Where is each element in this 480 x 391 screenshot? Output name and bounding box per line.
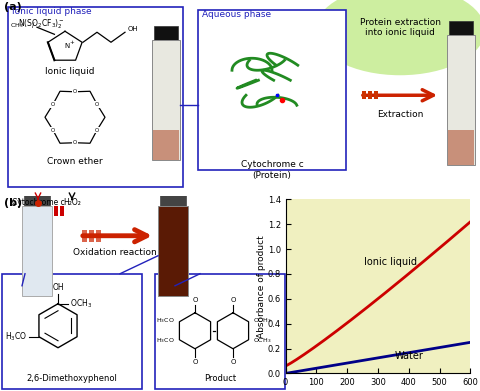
FancyBboxPatch shape bbox=[82, 230, 87, 242]
Text: Extraction: Extraction bbox=[377, 110, 423, 119]
Text: Ionic liquid: Ionic liquid bbox=[45, 67, 95, 76]
Text: O: O bbox=[230, 359, 236, 365]
Text: O: O bbox=[51, 102, 55, 107]
FancyBboxPatch shape bbox=[447, 35, 475, 165]
Text: Ionic liquid: Ionic liquid bbox=[364, 256, 417, 267]
FancyBboxPatch shape bbox=[155, 274, 285, 389]
FancyBboxPatch shape bbox=[89, 230, 94, 242]
Text: OCH$_3$: OCH$_3$ bbox=[253, 336, 271, 345]
Text: Oxidation reaction: Oxidation reaction bbox=[73, 248, 157, 257]
FancyBboxPatch shape bbox=[96, 230, 101, 242]
Ellipse shape bbox=[315, 0, 480, 75]
FancyBboxPatch shape bbox=[368, 91, 372, 99]
Y-axis label: Absorbance of product: Absorbance of product bbox=[257, 235, 266, 338]
Text: Cytochrome c
(Protein): Cytochrome c (Protein) bbox=[240, 160, 303, 179]
Text: O: O bbox=[95, 102, 99, 107]
Text: OH: OH bbox=[52, 283, 64, 292]
FancyBboxPatch shape bbox=[158, 206, 188, 296]
FancyBboxPatch shape bbox=[152, 40, 180, 160]
FancyBboxPatch shape bbox=[374, 91, 378, 99]
Text: H$_3$CO: H$_3$CO bbox=[5, 330, 27, 343]
Text: Crown ether: Crown ether bbox=[47, 157, 103, 166]
FancyBboxPatch shape bbox=[154, 26, 178, 40]
Text: O: O bbox=[73, 140, 77, 145]
FancyBboxPatch shape bbox=[160, 194, 186, 206]
Text: O: O bbox=[192, 297, 198, 303]
FancyBboxPatch shape bbox=[448, 130, 474, 165]
FancyBboxPatch shape bbox=[8, 7, 183, 187]
Text: OCH$_3$: OCH$_3$ bbox=[70, 298, 92, 310]
FancyBboxPatch shape bbox=[153, 130, 179, 160]
Text: Cytochrome c: Cytochrome c bbox=[12, 198, 64, 207]
Text: Ionic liquid phase: Ionic liquid phase bbox=[12, 7, 92, 16]
Text: Protein extraction
into ionic liquid: Protein extraction into ionic liquid bbox=[360, 18, 441, 37]
Text: Product: Product bbox=[204, 374, 236, 383]
Text: O: O bbox=[51, 127, 55, 133]
Text: O: O bbox=[95, 127, 99, 133]
FancyBboxPatch shape bbox=[362, 91, 366, 99]
Text: N: N bbox=[64, 43, 70, 49]
Text: +: + bbox=[70, 40, 74, 45]
FancyBboxPatch shape bbox=[2, 274, 142, 389]
Text: N(SO$_2$CF$_3$)$_2^-$: N(SO$_2$CF$_3$)$_2^-$ bbox=[18, 17, 65, 31]
Text: H₂O₂: H₂O₂ bbox=[63, 198, 81, 207]
Text: O: O bbox=[192, 359, 198, 365]
Text: Water: Water bbox=[395, 351, 423, 361]
Text: (b): (b) bbox=[4, 198, 22, 208]
Text: O: O bbox=[230, 297, 236, 303]
Text: CH$_3$: CH$_3$ bbox=[10, 21, 23, 30]
Text: O: O bbox=[73, 89, 77, 94]
Text: /: / bbox=[32, 22, 34, 28]
Text: (a): (a) bbox=[4, 2, 22, 12]
FancyBboxPatch shape bbox=[449, 21, 473, 35]
Text: Aqueous phase: Aqueous phase bbox=[202, 10, 271, 19]
FancyBboxPatch shape bbox=[54, 206, 58, 216]
FancyBboxPatch shape bbox=[24, 194, 50, 206]
FancyBboxPatch shape bbox=[60, 206, 64, 216]
Text: H$_3$CO: H$_3$CO bbox=[156, 316, 175, 325]
Text: OCH$_3$: OCH$_3$ bbox=[253, 316, 271, 325]
FancyBboxPatch shape bbox=[198, 10, 346, 170]
Text: H$_3$CO: H$_3$CO bbox=[156, 336, 175, 345]
Text: OH: OH bbox=[128, 26, 139, 32]
Text: 2,6-Dimethoxyphenol: 2,6-Dimethoxyphenol bbox=[26, 374, 118, 383]
FancyBboxPatch shape bbox=[22, 206, 52, 296]
